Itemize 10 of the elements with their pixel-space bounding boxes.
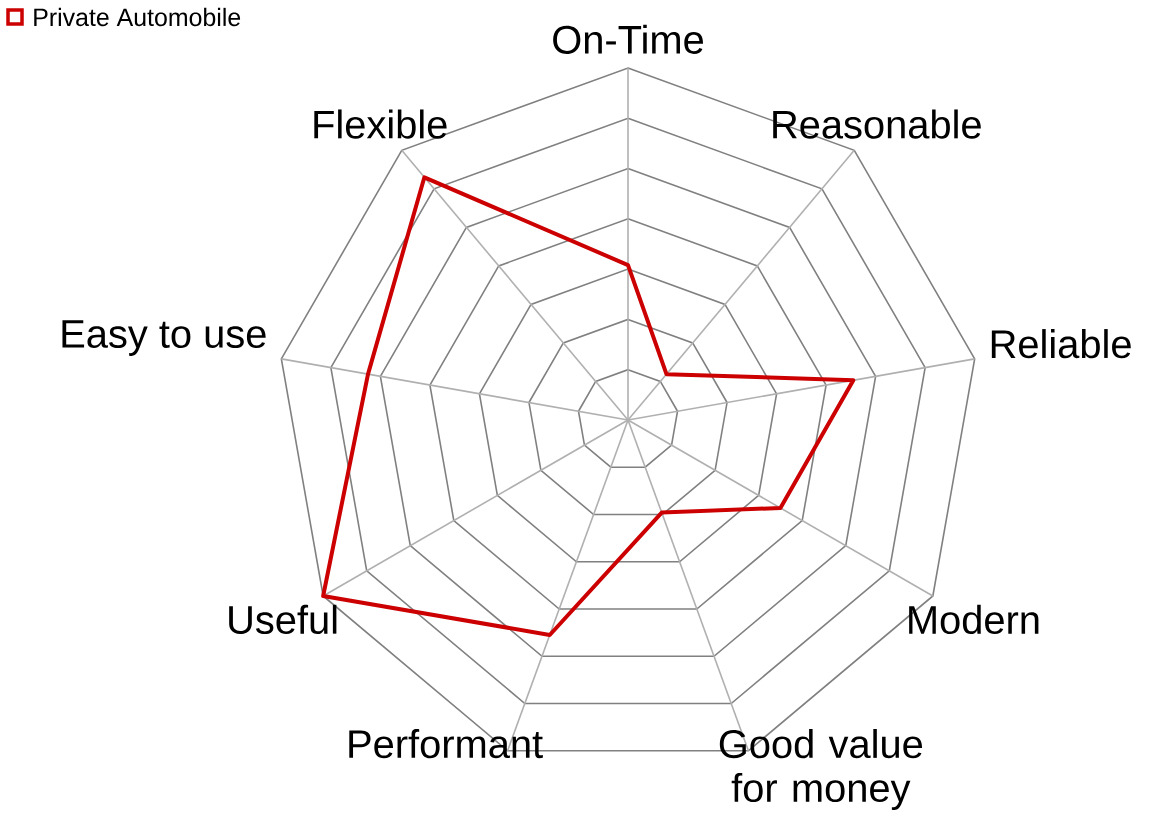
spoke-label: Reasonable bbox=[773, 109, 981, 139]
spoke-label: Modern bbox=[909, 604, 1039, 635]
spoke-label: Performant bbox=[349, 729, 543, 759]
spoke-label: Useful bbox=[229, 604, 337, 635]
legend-label: Private Automobile bbox=[34, 7, 241, 27]
spoke-label: Good value for money bbox=[719, 729, 923, 810]
spoke-label: On-Time bbox=[553, 24, 703, 54]
spoke-label: Reliable bbox=[991, 329, 1131, 359]
spoke-label: Flexible bbox=[314, 109, 447, 139]
spoke-label: Easy to use bbox=[62, 320, 266, 356]
